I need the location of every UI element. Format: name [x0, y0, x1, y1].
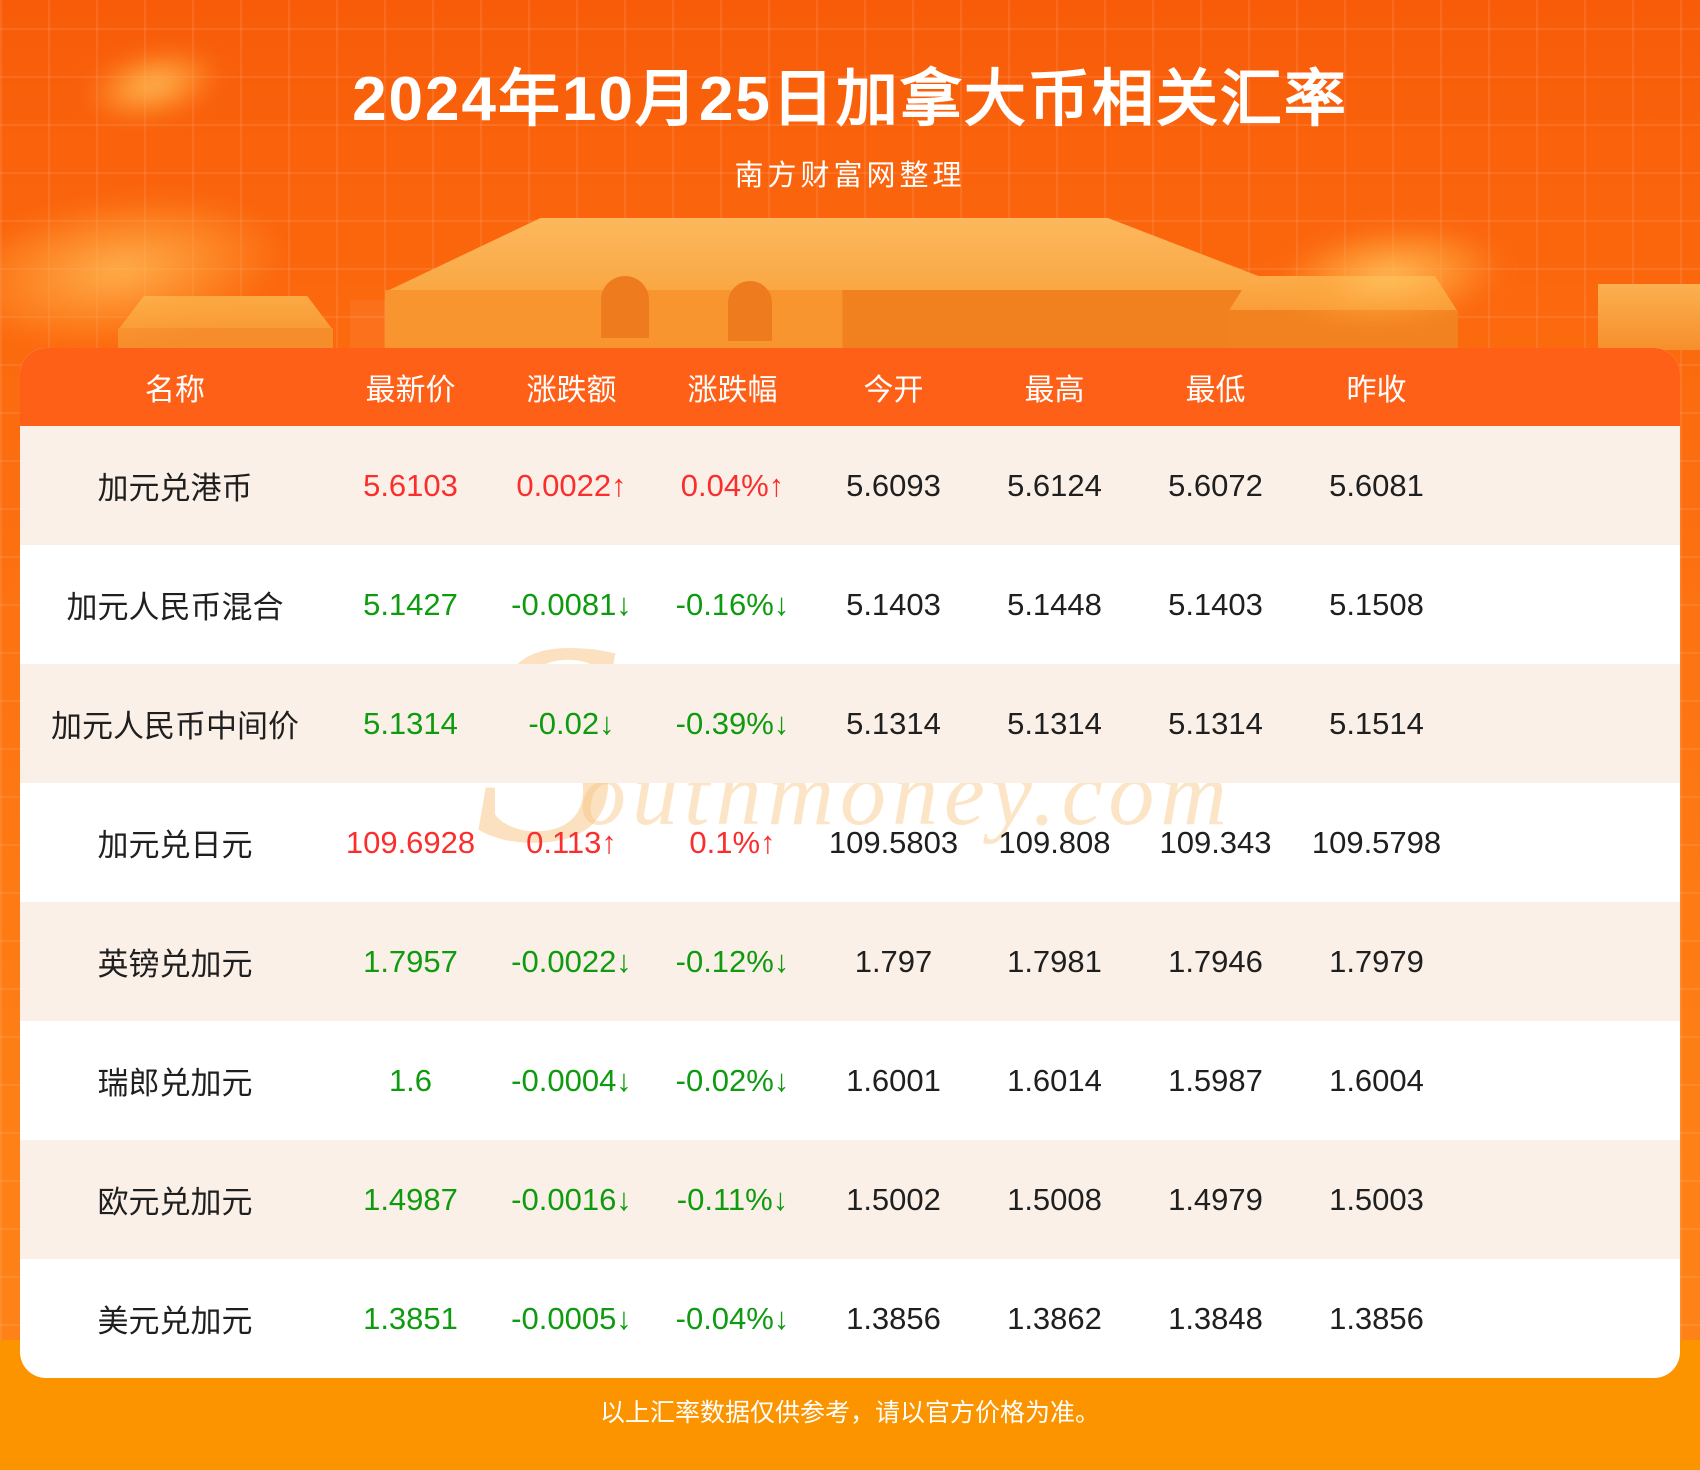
podium-graphic: [1228, 310, 1458, 350]
cell-name: 瑞郎兑加元: [97, 1066, 253, 1101]
cell-name: 加元兑港币: [97, 471, 253, 506]
header-cell-open: 今开: [863, 374, 924, 407]
podium-graphic: [118, 296, 333, 330]
cell-high: 5.6124: [1007, 467, 1102, 503]
cell-name: 加元兑日元: [97, 828, 253, 863]
cell-high: 1.3862: [1007, 1300, 1102, 1336]
cell-low: 5.1403: [1168, 586, 1263, 622]
cell-change-pct: 0.04%↑: [680, 467, 785, 503]
background-light-patch: [350, 300, 1010, 348]
cell-latest: 5.6103: [363, 467, 458, 503]
cell-change-pct: -0.04%↓: [675, 1300, 790, 1336]
cell-latest: 1.7957: [363, 943, 458, 979]
cell-low: 1.7946: [1168, 943, 1263, 979]
cell-open: 5.6093: [846, 467, 941, 503]
table-row: 欧元兑加元 1.4987 -0.0016↓ -0.11%↓ 1.5002 1.5…: [20, 1140, 1680, 1259]
cell-open: 5.1403: [846, 586, 941, 622]
cell-change-pct: -0.02%↓: [675, 1062, 790, 1098]
podium-arch-graphic: [601, 276, 649, 338]
table-header-row: 名称 最新价 涨跌额 涨跌幅 今开 最高 最低 昨收: [20, 348, 1680, 426]
cell-prev-close: 5.6081: [1329, 467, 1424, 503]
cell-change: -0.0022↓: [511, 943, 632, 979]
podium-graphic: [385, 218, 1300, 292]
header-cell-low: 最低: [1185, 374, 1246, 407]
exchange-rate-table: S 南方财富网 outhmoney.com 名称 最新价 涨跌额 涨跌幅 今开 …: [20, 348, 1680, 1378]
table-row: 英镑兑加元 1.7957 -0.0022↓ -0.12%↓ 1.797 1.79…: [20, 902, 1680, 1021]
cell-low: 5.6072: [1168, 467, 1263, 503]
cell-change: -0.02↓: [528, 705, 615, 741]
cell-change-pct: -0.16%↓: [675, 586, 790, 622]
cell-change: -0.0005↓: [511, 1300, 632, 1336]
cell-latest: 1.3851: [363, 1300, 458, 1336]
cell-change: -0.0004↓: [511, 1062, 632, 1098]
cell-low: 5.1314: [1168, 705, 1263, 741]
cell-prev-close: 5.1514: [1329, 705, 1424, 741]
table-row: 加元人民币中间价 5.1314 -0.02↓ -0.39%↓ 5.1314 5.…: [20, 664, 1680, 783]
gold-coin-glow: [0, 178, 289, 362]
cell-open: 1.6001: [846, 1062, 941, 1098]
cell-low: 109.343: [1159, 824, 1272, 860]
cell-latest: 1.4987: [363, 1181, 458, 1217]
header-cell-prev-close: 昨收: [1346, 374, 1407, 407]
background-light-patch: [1060, 312, 1300, 348]
cell-change-pct: 0.1%↑: [689, 824, 776, 860]
cell-change-pct: -0.39%↓: [675, 705, 790, 741]
cell-prev-close: 1.7979: [1329, 943, 1424, 979]
footer-note: 以上汇率数据仅供参考，请以官方价格为准。: [599, 1399, 1100, 1427]
cell-name: 加元人民币中间价: [51, 709, 299, 744]
cell-open: 1.5002: [846, 1181, 941, 1217]
cell-high: 5.1314: [1007, 705, 1102, 741]
cell-latest: 1.6: [388, 1062, 433, 1098]
cell-change: 0.113↑: [526, 824, 617, 860]
cell-latest: 5.1314: [363, 705, 458, 741]
cell-prev-close: 109.5798: [1311, 824, 1442, 860]
cell-low: 1.5987: [1168, 1062, 1263, 1098]
cell-prev-close: 1.6004: [1329, 1062, 1424, 1098]
podium-graphic: [1228, 276, 1458, 312]
cell-change-pct: -0.11%↓: [676, 1181, 789, 1217]
cell-latest: 5.1427: [363, 586, 458, 622]
cell-change: -0.0016↓: [511, 1181, 632, 1217]
table-row: 加元兑日元 109.6928 0.113↑ 0.1%↑ 109.5803 109…: [20, 783, 1680, 902]
cell-high: 1.5008: [1007, 1181, 1102, 1217]
page-subtitle: 南方财富网整理: [734, 160, 966, 192]
cell-change: -0.0081↓: [511, 586, 632, 622]
cell-high: 109.808: [998, 824, 1111, 860]
cell-open: 5.1314: [846, 705, 941, 741]
table-row: 瑞郎兑加元 1.6 -0.0004↓ -0.02%↓ 1.6001 1.6014…: [20, 1021, 1680, 1140]
cell-name: 欧元兑加元: [97, 1185, 253, 1220]
cell-low: 1.3848: [1168, 1300, 1263, 1336]
table-row: 加元兑港币 5.6103 0.0022↑ 0.04%↑ 5.6093 5.612…: [20, 426, 1680, 545]
cell-high: 1.7981: [1007, 943, 1102, 979]
podium-graphic: [118, 328, 333, 350]
cell-high: 5.1448: [1007, 586, 1102, 622]
podium-graphic: [385, 290, 1300, 350]
cell-low: 1.4979: [1168, 1181, 1263, 1217]
cell-high: 1.6014: [1007, 1062, 1102, 1098]
podium-arch-graphic: [728, 281, 772, 341]
cell-prev-close: 1.5003: [1329, 1181, 1424, 1217]
cell-prev-close: 5.1508: [1329, 586, 1424, 622]
header-cell-change: 涨跌额: [526, 374, 617, 407]
header-cell-high: 最高: [1024, 374, 1085, 407]
gold-coin-glow: [1275, 216, 1505, 336]
cell-name: 美元兑加元: [97, 1304, 253, 1339]
cell-change-pct: -0.12%↓: [675, 943, 790, 979]
cell-name: 英镑兑加元: [97, 947, 253, 982]
page-title: 2024年10月25日加拿大币相关汇率: [352, 65, 1348, 134]
cell-change: 0.0022↑: [516, 467, 627, 503]
cell-prev-close: 1.3856: [1329, 1300, 1424, 1336]
table-row: 加元人民币混合 5.1427 -0.0081↓ -0.16%↓ 5.1403 5…: [20, 545, 1680, 664]
podium-graphic: [1598, 284, 1700, 350]
cell-open: 109.5803: [828, 824, 959, 860]
cell-open: 1.797: [854, 943, 933, 979]
table-row: 美元兑加元 1.3851 -0.0005↓ -0.04%↓ 1.3856 1.3…: [20, 1259, 1680, 1378]
cell-open: 1.3856: [846, 1300, 941, 1336]
header-cell-change-pct: 涨跌幅: [687, 374, 778, 407]
header-cell-latest: 最新价: [365, 374, 456, 407]
cell-name: 加元人民币混合: [66, 590, 284, 625]
cell-latest: 109.6928: [345, 824, 476, 860]
header-cell-name: 名称: [145, 374, 205, 407]
